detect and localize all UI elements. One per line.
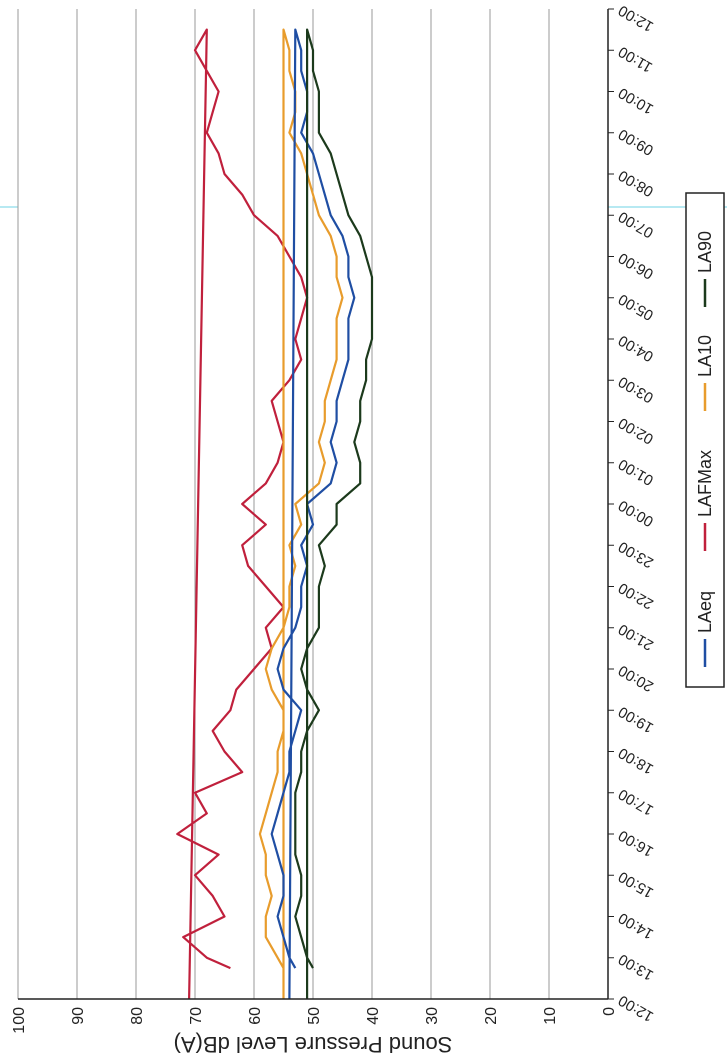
x-tick-label: 10:00 [616,84,657,117]
x-tick-label: 00:00 [616,497,657,530]
x-tick-label: 04:00 [616,332,657,365]
y-tick-label: 50 [306,1007,323,1025]
series-line-lafmax [176,28,309,1000]
x-tick-label: 18:00 [616,744,657,777]
grid-lines [17,9,550,999]
x-tick-label: 17:00 [616,785,657,818]
y-tick-label: 40 [365,1007,382,1025]
y-tick-label: 10 [542,1007,559,1025]
x-tick-label: 14:00 [616,909,657,942]
legend-label: LA10 [695,335,715,377]
x-tick-label: 13:00 [616,950,657,983]
x-tick-label: 22:00 [616,579,657,612]
legend: LAeq LAFMax LA10 LA90 [685,192,725,688]
y-tick-label: 20 [483,1007,500,1025]
series-line-la90 [294,28,374,999]
y-tick-label: 70 [188,1007,205,1025]
x-tick-label: 09:00 [616,125,657,158]
y-tick-labels: 0 10 20 30 40 50 60 70 80 90 100 [11,1007,618,1034]
rotated-chart: 0 10 20 30 40 50 60 70 80 90 100 12:00 13:00 14:00 15… [11,2,725,1057]
y-axis-title: Sound Pressure Level dB(A) [174,1032,453,1057]
x-tick-label: 05:00 [616,290,657,323]
x-tick-label: 20:00 [616,662,657,695]
x-tick-label: 23:00 [616,538,657,571]
series-line-laeq [270,28,356,1000]
legend-label: LAeq [695,591,715,633]
x-tick-label: 12:00 [616,2,657,35]
x-tick-label: 02:00 [616,414,657,447]
y-tick-label: 80 [129,1007,146,1025]
x-tick-labels: 12:00 13:00 14:00 15:00 16:00 17:00 18:00 19:00… [608,2,657,1025]
y-tick-label: 60 [247,1007,264,1025]
y-tick-label: 30 [424,1007,441,1025]
x-tick-label: 01:00 [616,455,657,488]
data-series [176,28,374,1000]
x-tick-label: 19:00 [616,703,657,736]
y-tick-label: 90 [70,1007,87,1025]
legend-label: LAFMax [695,450,715,517]
x-tick-label: 07:00 [616,208,657,241]
y-tick-label: 0 [601,1007,618,1016]
legend-label: LA90 [695,231,715,273]
x-tick-label: 12:00 [616,992,657,1025]
x-tick-label: 21:00 [616,620,657,653]
legend-box [685,192,725,688]
x-tick-label: 16:00 [616,827,657,860]
x-tick-label: 08:00 [616,167,657,200]
x-tick-label: 03:00 [616,373,657,406]
x-tick-label: 06:00 [616,249,657,282]
x-tick-label: 11:00 [616,43,656,76]
y-tick-label: 100 [11,1007,28,1034]
x-tick-label: 15:00 [616,868,657,901]
